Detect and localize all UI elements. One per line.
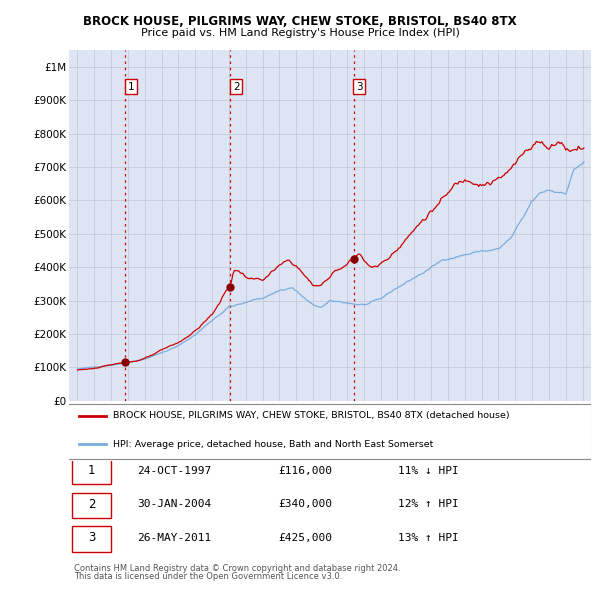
Text: 13% ↑ HPI: 13% ↑ HPI: [398, 533, 458, 543]
Text: HPI: Average price, detached house, Bath and North East Somerset: HPI: Average price, detached house, Bath…: [113, 440, 434, 448]
FancyBboxPatch shape: [71, 493, 111, 518]
FancyBboxPatch shape: [71, 526, 111, 552]
Text: This data is licensed under the Open Government Licence v3.0.: This data is licensed under the Open Gov…: [74, 572, 343, 581]
Text: 1: 1: [88, 464, 95, 477]
FancyBboxPatch shape: [67, 404, 591, 458]
Text: 2: 2: [88, 498, 95, 511]
Text: 12% ↑ HPI: 12% ↑ HPI: [398, 499, 458, 509]
Text: 2: 2: [233, 82, 239, 92]
Text: Price paid vs. HM Land Registry's House Price Index (HPI): Price paid vs. HM Land Registry's House …: [140, 28, 460, 38]
Text: 1: 1: [127, 82, 134, 92]
Text: BROCK HOUSE, PILGRIMS WAY, CHEW STOKE, BRISTOL, BS40 8TX (detached house): BROCK HOUSE, PILGRIMS WAY, CHEW STOKE, B…: [113, 411, 510, 420]
Text: 3: 3: [88, 532, 95, 545]
Text: £340,000: £340,000: [278, 499, 332, 509]
Text: £116,000: £116,000: [278, 466, 332, 476]
Text: BROCK HOUSE, PILGRIMS WAY, CHEW STOKE, BRISTOL, BS40 8TX: BROCK HOUSE, PILGRIMS WAY, CHEW STOKE, B…: [83, 15, 517, 28]
Text: Contains HM Land Registry data © Crown copyright and database right 2024.: Contains HM Land Registry data © Crown c…: [74, 563, 401, 573]
Text: £425,000: £425,000: [278, 533, 332, 543]
Text: 3: 3: [356, 82, 363, 92]
FancyBboxPatch shape: [71, 459, 111, 484]
Text: 30-JAN-2004: 30-JAN-2004: [137, 499, 211, 509]
Text: 26-MAY-2011: 26-MAY-2011: [137, 533, 211, 543]
Text: 11% ↓ HPI: 11% ↓ HPI: [398, 466, 458, 476]
Text: 24-OCT-1997: 24-OCT-1997: [137, 466, 211, 476]
